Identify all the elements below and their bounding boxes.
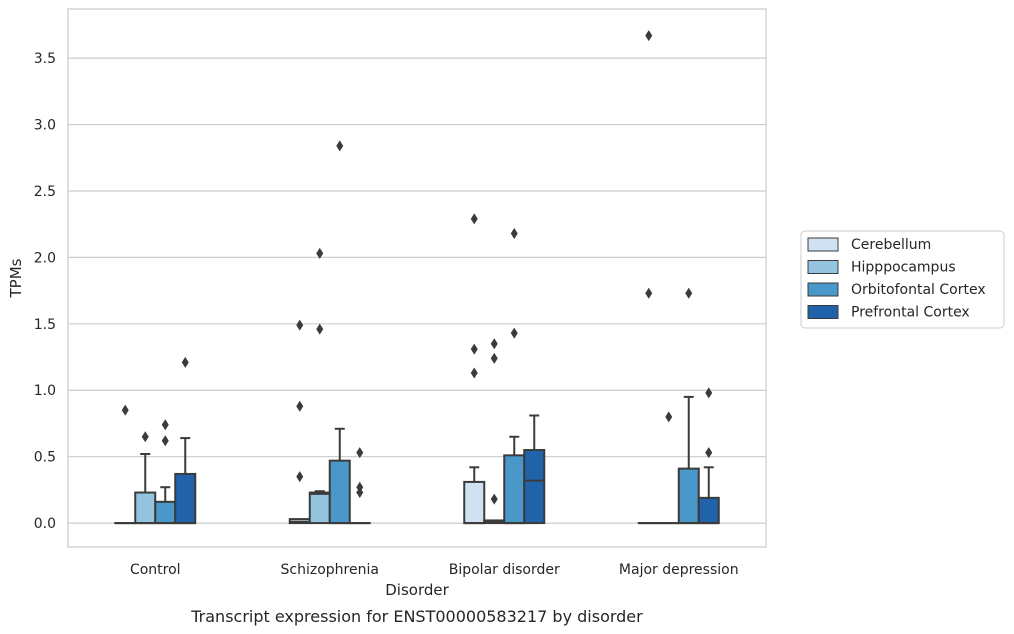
legend-swatch (807, 305, 839, 319)
box-0-3 (637, 30, 660, 525)
y-tick-label: 3.0 (34, 118, 56, 134)
y-tick-label: 2.5 (34, 184, 56, 200)
legend-swatch (807, 282, 839, 297)
outlier-point (470, 343, 478, 355)
box-body (677, 467, 700, 525)
outlier-point (121, 404, 129, 416)
outlier-point (510, 227, 518, 239)
outlier-point (296, 400, 304, 412)
outlier-point (161, 419, 169, 431)
grid-lines (68, 57, 766, 524)
legend-label: Cerebellum (851, 237, 931, 253)
outlier-point (316, 247, 324, 259)
box-1-2 (483, 338, 506, 525)
outlier-point (490, 493, 498, 505)
box-1-3 (657, 411, 680, 525)
box-2-1 (328, 140, 351, 525)
outlier-point (490, 352, 498, 364)
chart-caption: Transcript expression for ENST0000058321… (190, 607, 643, 626)
x-tick-label: Control (130, 562, 181, 578)
box-3-1 (348, 447, 371, 525)
box-body (503, 454, 526, 525)
box-body (463, 480, 486, 525)
box-3-0 (174, 356, 197, 525)
y-tick-label: 0.0 (34, 516, 56, 532)
box-body (154, 500, 177, 525)
legend-label: Prefrontal Cortex (851, 305, 970, 321)
box-body (523, 449, 546, 525)
legend-swatch (807, 260, 839, 274)
box-0-1 (288, 319, 311, 525)
box-3-3 (697, 387, 720, 525)
outlier-point (685, 287, 693, 299)
outlier-point (645, 30, 653, 42)
x-tick-label: Major depression (619, 562, 739, 578)
outlier-point (356, 481, 364, 493)
outlier-point (665, 411, 673, 423)
y-tick-label: 1.0 (34, 383, 56, 399)
plot-frame (67, 8, 767, 548)
plot-boxes (114, 30, 720, 525)
outlier-point (161, 435, 169, 447)
outlier-point (645, 287, 653, 299)
outlier-point (316, 323, 324, 335)
outlier-point (296, 471, 304, 483)
outlier-point (296, 319, 304, 331)
outlier-point (141, 431, 149, 443)
box-body (697, 496, 720, 525)
outlier-point (705, 387, 713, 399)
y-axis-label: TPMs (7, 258, 25, 298)
box-0-2 (463, 213, 486, 525)
outlier-point (510, 327, 518, 339)
box-body (134, 491, 157, 525)
y-tick-label: 0.5 (34, 450, 56, 466)
x-tick-label: Schizophrenia (281, 562, 379, 578)
outlier-point (336, 140, 344, 152)
x-axis-label: Disorder (385, 581, 449, 599)
y-tick-label: 2.0 (34, 250, 56, 266)
outlier-point (470, 367, 478, 379)
legend-frame (800, 230, 1005, 329)
box-body (174, 472, 197, 525)
outlier-point (356, 447, 364, 459)
outlier-point (490, 338, 498, 350)
legend-swatch (807, 237, 839, 252)
legend: Cerebellum Hipppocampus Orbitofontal Corte… (800, 230, 1005, 329)
box-2-3 (677, 287, 700, 525)
y-axis-ticks: 0.0 0.5 1.0 1.5 2.0 2.5 3.0 3.5 (34, 51, 56, 532)
outlier-point (705, 447, 713, 459)
box-body (328, 459, 351, 525)
legend-label: Hipppocampus (851, 260, 956, 276)
box-2-2 (503, 227, 526, 525)
box-1-0 (134, 431, 157, 525)
x-axis-ticks: Control Schizophrenia Bipolar disorder Majo… (130, 562, 739, 578)
box-0-0 (114, 404, 137, 525)
box-2-0 (154, 419, 177, 525)
legend-label: Orbitofontal Cortex (851, 282, 986, 298)
box-3-2 (523, 414, 546, 525)
outlier-point (181, 356, 189, 368)
outlier-point (470, 213, 478, 225)
y-tick-label: 1.5 (34, 317, 56, 333)
y-tick-label: 3.5 (34, 51, 56, 67)
box-1-1 (308, 247, 331, 525)
box-body (308, 491, 331, 525)
x-tick-label: Bipolar disorder (449, 562, 560, 578)
